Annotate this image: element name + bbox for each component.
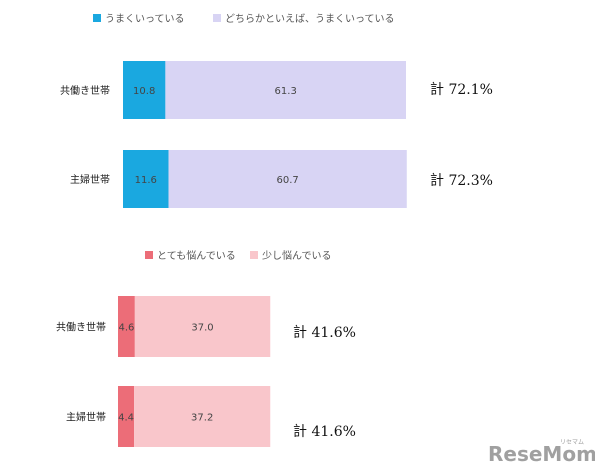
legend-swatch bbox=[213, 14, 221, 22]
bar-segment bbox=[123, 150, 169, 208]
legend-1: うまくいっている どちらかといえば、うまくいっている bbox=[93, 13, 395, 25]
data-label: 60.7 bbox=[277, 175, 299, 186]
data-label: 61.3 bbox=[275, 86, 297, 97]
legend-swatch bbox=[93, 14, 101, 22]
data-label: 4.6 bbox=[118, 323, 134, 334]
bars-2: 共働き世帯 4.6 37.0 計 41.6% 主婦世帯 4.4 37.2 計 41.6% bbox=[56, 296, 356, 447]
data-label: 37.0 bbox=[191, 323, 213, 334]
legend-2: とても悩んでいる 少し悩んでいる bbox=[145, 249, 332, 262]
total-label: 計 41.6% bbox=[293, 424, 356, 440]
category-label: 共働き世帯 bbox=[56, 321, 106, 334]
legend-label: どちらかといえば、うまくいっている bbox=[225, 13, 395, 25]
bar-segment bbox=[123, 61, 166, 119]
category-label: 主婦世帯 bbox=[70, 173, 110, 186]
legend-swatch bbox=[250, 251, 258, 259]
data-label: 11.6 bbox=[135, 175, 157, 186]
bar-segment bbox=[118, 386, 135, 447]
category-label: 主婦世帯 bbox=[66, 411, 106, 424]
bar-segment bbox=[165, 61, 406, 119]
legend-label: とても悩んでいる bbox=[157, 249, 236, 262]
total-label: 計 41.6% bbox=[293, 325, 356, 341]
legend-label: 少し悩んでいる bbox=[262, 249, 332, 262]
bar-segment bbox=[118, 296, 135, 357]
legend-label: うまくいっている bbox=[105, 13, 185, 25]
bar-segment bbox=[134, 296, 271, 357]
bar-segment bbox=[168, 150, 407, 208]
total-label: 計 72.3% bbox=[430, 173, 493, 189]
chart-worries: とても悩んでいる 少し悩んでいる 共働き世帯 4.6 37.0 計 41.6% 主婦世帯 4… bbox=[56, 249, 356, 447]
resemom-logo: ReseMom リセマム bbox=[488, 439, 595, 466]
logo-text: ReseMom bbox=[488, 442, 595, 466]
legend-swatch bbox=[145, 251, 153, 259]
bar-segment bbox=[134, 386, 271, 447]
bars-1: 共働き世帯 10.8 61.3 計 72.1% 主婦世帯 11.6 60.7 計 72.3% bbox=[60, 61, 493, 208]
logo-subtext: リセマム bbox=[560, 439, 584, 446]
chart-marriage-satisfaction: うまくいっている どちらかといえば、うまくいっている 共働き世帯 10.8 61.3 計… bbox=[60, 13, 493, 208]
total-label: 計 72.1% bbox=[430, 82, 493, 98]
data-label: 10.8 bbox=[133, 86, 155, 97]
data-label: 37.2 bbox=[191, 413, 213, 424]
category-label: 共働き世帯 bbox=[60, 84, 110, 97]
data-label: 4.4 bbox=[118, 413, 134, 424]
